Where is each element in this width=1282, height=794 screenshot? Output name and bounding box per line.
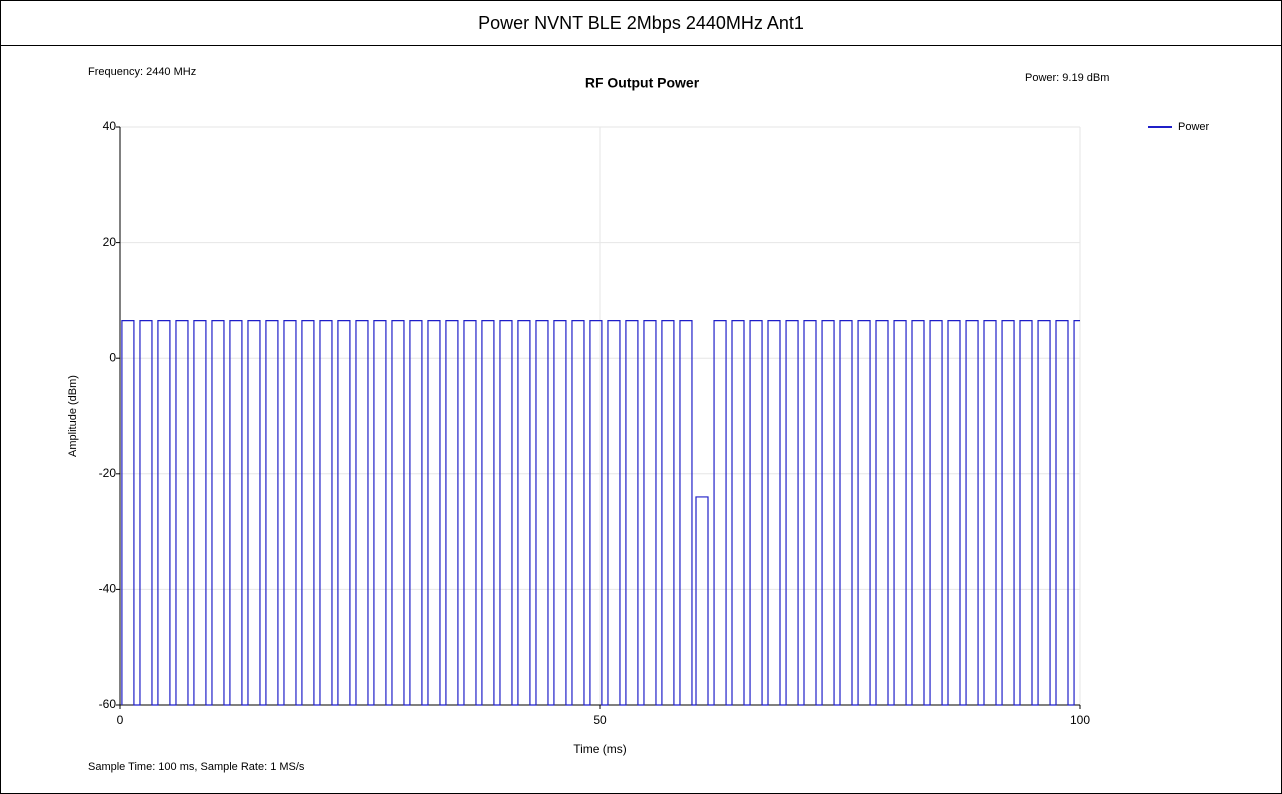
x-tick-label: 50 — [593, 713, 607, 727]
series-line — [121, 320, 1080, 706]
x-axis-label: Time (ms) — [573, 742, 627, 756]
y-tick-label: 40 — [103, 119, 117, 133]
footer: Sample Time: 100 ms, Sample Rate: 1 MS/s — [88, 761, 305, 773]
window-title: Power NVNT BLE 2Mbps 2440MHz Ant1 — [478, 13, 804, 33]
chart-title: RF Output Power — [585, 75, 700, 91]
y-tick-label: 20 — [103, 235, 117, 249]
y-axis-label: Amplitude (dBm) — [67, 375, 79, 457]
x-tick-label: 0 — [117, 713, 124, 727]
y-tick-label: 0 — [109, 350, 116, 364]
y-tick-label: -40 — [99, 582, 117, 596]
frequency-note: Frequency: 2440 MHz — [88, 66, 196, 78]
y-tick-label: -60 — [99, 697, 117, 711]
power-note: Power: 9.19 dBm — [1025, 72, 1109, 84]
x-tick-label: 100 — [1070, 713, 1090, 727]
legend-label: Power — [1178, 121, 1210, 133]
y-tick-label: -20 — [99, 466, 117, 480]
